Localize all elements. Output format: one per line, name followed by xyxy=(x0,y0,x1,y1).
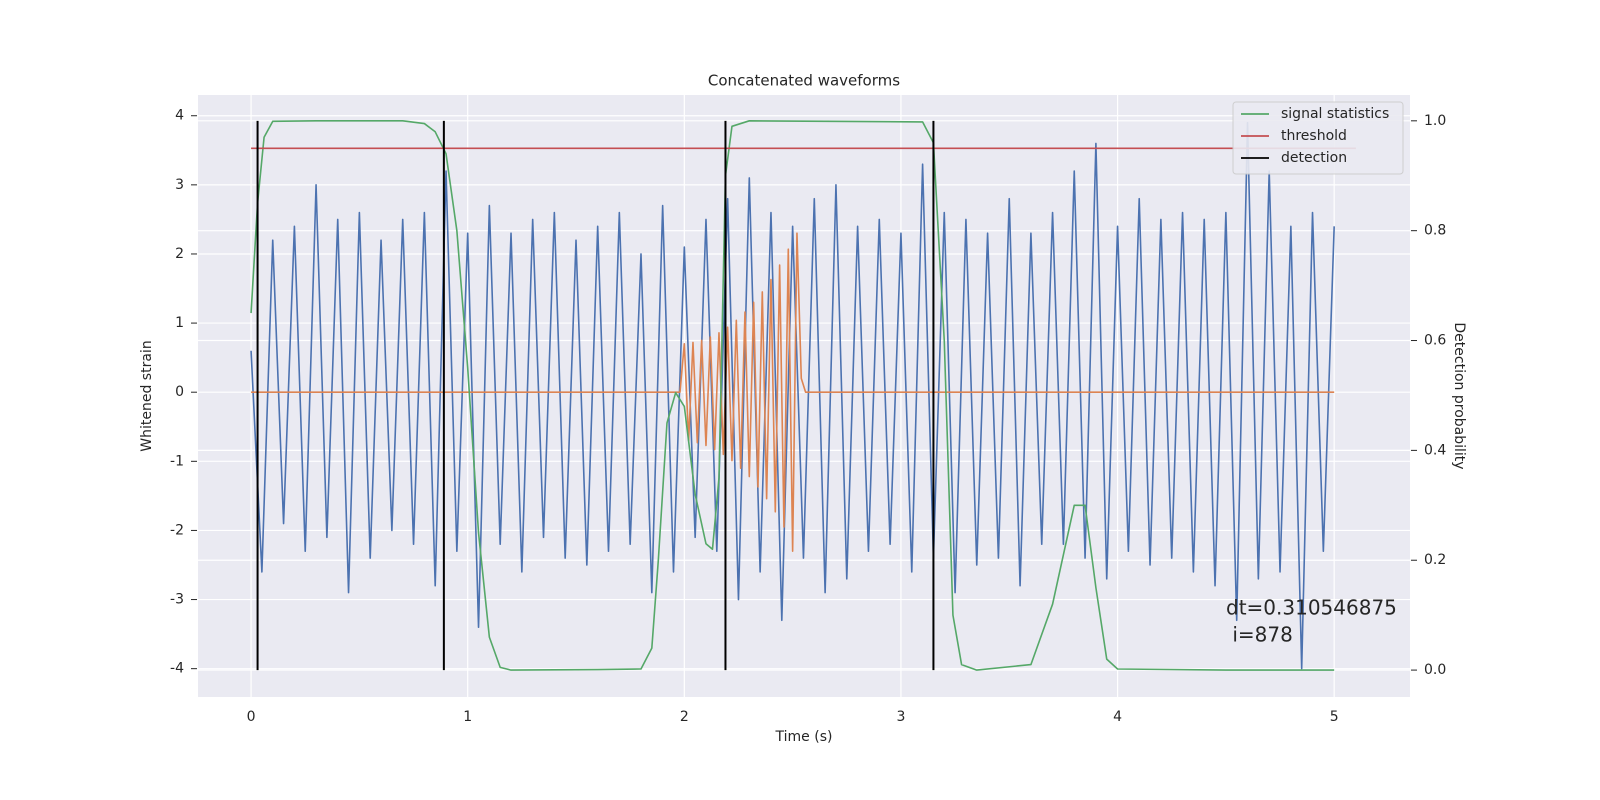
legend-box xyxy=(1232,101,1404,175)
y-tick-label: 3 xyxy=(175,177,184,193)
y-tick-label: 0 xyxy=(175,384,184,400)
x-tick-label: 1 xyxy=(463,709,472,725)
y-tick-label: -2 xyxy=(170,522,184,538)
series-line xyxy=(250,121,1335,670)
legend-label: detection xyxy=(1281,150,1347,166)
x-tick-label: 5 xyxy=(1330,709,1339,725)
plot-area xyxy=(198,95,1410,697)
annotation: i=878 xyxy=(1226,623,1293,647)
y-tick-label: 4 xyxy=(175,108,184,124)
y-tick-label: 1 xyxy=(175,315,184,331)
x-tick-label: 3 xyxy=(896,709,905,725)
y-axis-label: Whitened strain xyxy=(139,340,155,451)
y-tick-label: 2 xyxy=(175,246,184,262)
annotation: dt=0.310546875 xyxy=(1226,596,1397,620)
y-tick-label: -1 xyxy=(170,453,184,469)
y2-tick-label: 0.0 xyxy=(1424,662,1446,678)
x-tick-label: 4 xyxy=(1113,709,1122,725)
x-axis-label: Time (s) xyxy=(775,729,833,745)
x-tick-label: 0 xyxy=(247,709,256,725)
series-line xyxy=(250,120,1335,671)
chart-title: Concatenated waveforms xyxy=(708,72,900,90)
x-tick-label: 2 xyxy=(680,709,689,725)
y2-tick-label: 0.2 xyxy=(1424,552,1446,568)
y2-tick-label: 1.0 xyxy=(1424,113,1446,129)
series-line xyxy=(251,232,1335,552)
legend-label: signal statistics xyxy=(1281,106,1389,122)
legend-label: threshold xyxy=(1281,128,1347,144)
y2-tick-label: 0.6 xyxy=(1424,333,1446,349)
y2-axis-label: Detection probability xyxy=(1451,322,1467,469)
y-tick-label: -4 xyxy=(170,661,184,677)
y-tick-label: -3 xyxy=(170,592,184,608)
y2-tick-label: 0.8 xyxy=(1424,223,1446,239)
y2-tick-label: 0.4 xyxy=(1424,442,1446,458)
